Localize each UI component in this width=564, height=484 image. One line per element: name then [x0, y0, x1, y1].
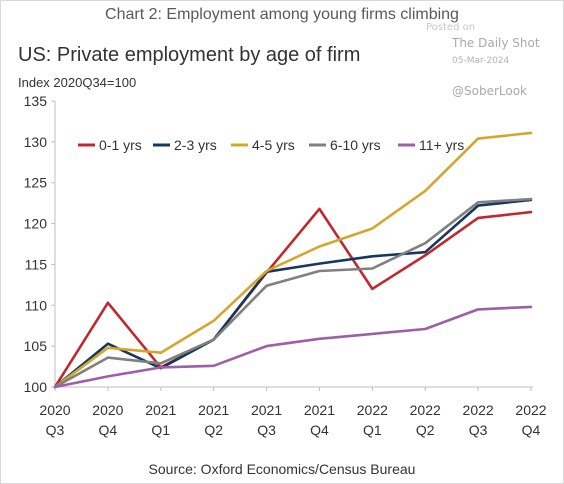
x-axis: 2020 Q3 2020 Q4 2021 Q1 2021 Q2 2021 Q3 2021 Q4 2022…	[39, 386, 547, 438]
series-line-3	[53, 197, 533, 389]
y-tick-label: 115	[25, 256, 48, 272]
x-tick-label-quarter: Q3	[46, 422, 65, 438]
x-tick-label-quarter: Q2	[204, 422, 223, 438]
watermark-handle: @SoberLook	[452, 84, 527, 98]
x-tick-label-quarter: Q3	[469, 422, 488, 438]
series-line-2	[53, 131, 533, 389]
series-lines	[53, 131, 533, 389]
legend-label-4: 11+ yrs	[419, 137, 464, 153]
x-tick-label-quarter: Q4	[522, 422, 541, 438]
chart-header: Chart 2: Employment among young firms cl…	[105, 6, 459, 23]
x-tick-label-quarter: Q1	[363, 422, 382, 438]
legend: 0-1 yrs 2-3 yrs 4-5 yrs 6-10 yrs 11+ yrs	[78, 137, 464, 153]
y-tick-label: 105	[24, 338, 48, 354]
y-tick-label: 125	[24, 175, 48, 191]
x-tick-label-year: 2022	[463, 402, 494, 418]
x-tick-label-year: 2022	[515, 402, 546, 418]
x-tick-label-quarter: Q1	[151, 422, 170, 438]
legend-label-0: 0-1 yrs	[99, 137, 142, 153]
x-tick-label-quarter: Q4	[310, 422, 329, 438]
chart-subtitle: Index 2020Q34=100	[18, 75, 137, 90]
x-tick-label-year: 2022	[410, 402, 441, 418]
series-line-0	[53, 207, 533, 389]
legend-label-1: 2-3 yrs	[174, 137, 217, 153]
series-line-4	[53, 305, 533, 389]
y-axis: 100 105 110 115 120 125 130 135	[24, 93, 56, 395]
x-tick-label-year: 2021	[251, 402, 282, 418]
x-tick-label-quarter: Q2	[416, 422, 435, 438]
legend-label-3: 6-10 yrs	[330, 137, 381, 153]
y-tick-label: 110	[25, 297, 48, 313]
watermark-date: 05-Mar-2024	[452, 56, 510, 66]
x-tick-label-quarter: Q4	[99, 422, 118, 438]
y-tick-label: 130	[24, 134, 48, 150]
watermark-posted-on: Posted on	[426, 22, 476, 33]
source-note: Source: Oxford Economics/Census Bureau	[148, 461, 416, 477]
legend-label-2: 4-5 yrs	[252, 137, 295, 153]
x-tick-label-year: 2020	[92, 402, 123, 418]
x-tick-label-year: 2021	[198, 402, 229, 418]
x-tick-label-quarter: Q3	[257, 422, 276, 438]
x-tick-label-year: 2020	[39, 402, 70, 418]
x-tick-label-year: 2021	[145, 402, 176, 418]
y-tick-label: 100	[24, 379, 48, 395]
y-tick-label: 135	[24, 93, 48, 109]
series-line-1	[53, 198, 533, 389]
y-tick-label: 120	[24, 216, 48, 232]
x-tick-label-year: 2022	[357, 402, 388, 418]
chart-title: US: Private employment by age of firm	[18, 44, 361, 66]
watermark-site: The Daily Shot	[452, 36, 540, 50]
x-tick-label-year: 2021	[304, 402, 335, 418]
